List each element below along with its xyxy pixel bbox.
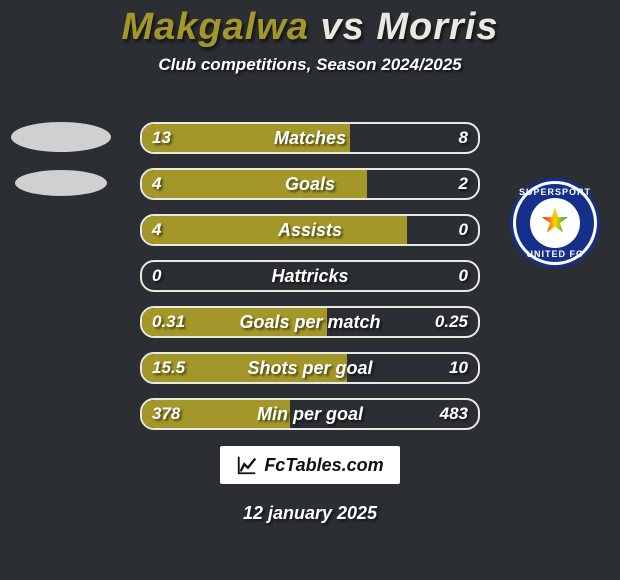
stat-label: Hattricks	[140, 260, 480, 292]
stat-left-value: 4	[152, 214, 161, 246]
subtitle: Club competitions, Season 2024/2025	[0, 55, 620, 75]
club-badge-right: SUPERSPORT UNITED FC ★	[510, 178, 600, 268]
stat-row: Matches13 8	[140, 122, 480, 154]
chart-icon	[236, 454, 258, 476]
stat-row: Hattricks0 0	[140, 260, 480, 292]
stat-left-value: 15.5	[152, 352, 185, 384]
stat-left-value: 0	[152, 260, 161, 292]
stat-label: Goals	[140, 168, 480, 200]
page-title: Makgalwa vs Morris	[0, 0, 620, 49]
comparison-infographic: Makgalwa vs Morris Club competitions, Se…	[0, 0, 620, 580]
stat-left-value: 0.31	[152, 306, 185, 338]
stat-right-value: 0.25	[435, 306, 468, 338]
badge-star-icon: ★	[542, 204, 569, 239]
player-left-silhouette-lower	[6, 170, 116, 230]
star-icon: ★	[542, 205, 569, 238]
stat-label: Shots per goal	[140, 352, 480, 384]
title-vs: vs	[321, 6, 365, 48]
footer-date: 12 january 2025	[0, 503, 620, 524]
stat-right-value: 8	[459, 122, 468, 154]
stat-row: Assists4 0	[140, 214, 480, 246]
title-left-player: Makgalwa	[121, 6, 309, 48]
stat-left-value: 13	[152, 122, 171, 154]
stat-right-value: 0	[459, 214, 468, 246]
player-left-silhouette	[6, 118, 116, 178]
stat-row: Goals4 2	[140, 168, 480, 200]
stat-right-value: 483	[440, 398, 468, 430]
stat-right-value: 10	[449, 352, 468, 384]
badge-bottom-text: UNITED FC	[527, 249, 584, 259]
stat-bars: Matches138Goals42Assists40Hattricks00Goa…	[140, 122, 480, 444]
stat-label: Assists	[140, 214, 480, 246]
stat-label: Matches	[140, 122, 480, 154]
stat-row: Goals per match0.31 0.25	[140, 306, 480, 338]
stat-label: Goals per match	[140, 306, 480, 338]
footer-logo: FcTables.com	[220, 446, 400, 484]
stat-label: Min per goal	[140, 398, 480, 430]
footer-logo-text: FcTables.com	[264, 455, 383, 476]
stat-row: Shots per goal15.5 10	[140, 352, 480, 384]
stat-row: Min per goal378 483	[140, 398, 480, 430]
stat-right-value: 2	[459, 168, 468, 200]
badge-top-text: SUPERSPORT	[519, 187, 591, 197]
title-right-player: Morris	[376, 6, 498, 48]
stat-left-value: 378	[152, 398, 180, 430]
stat-right-value: 0	[459, 260, 468, 292]
stat-left-value: 4	[152, 168, 161, 200]
